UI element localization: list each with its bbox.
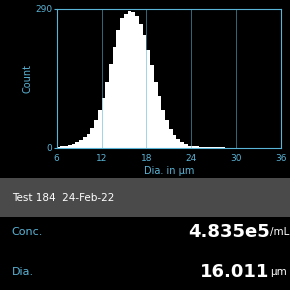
Text: 24: 24 <box>186 154 197 163</box>
Bar <box>210 147 214 148</box>
Bar <box>218 147 221 148</box>
Bar <box>206 147 210 148</box>
Bar <box>86 133 90 148</box>
Bar <box>79 140 83 148</box>
Bar <box>0 178 290 218</box>
Text: Conc.: Conc. <box>12 227 43 237</box>
Bar <box>165 120 169 148</box>
Bar <box>135 16 139 148</box>
Bar <box>139 24 143 148</box>
Bar <box>72 144 75 148</box>
Text: 6: 6 <box>54 154 59 163</box>
Bar <box>117 30 120 148</box>
Bar <box>90 128 94 148</box>
Bar <box>221 147 225 148</box>
Bar <box>203 147 206 148</box>
Bar <box>94 120 98 148</box>
Bar <box>195 146 199 148</box>
Text: 36: 36 <box>276 154 287 163</box>
Bar <box>191 146 195 148</box>
Bar <box>120 18 124 148</box>
Bar <box>150 65 154 148</box>
Bar <box>154 82 158 148</box>
Bar <box>105 82 109 148</box>
Bar <box>162 110 165 148</box>
Bar <box>83 137 86 148</box>
Text: Dia.: Dia. <box>12 267 34 277</box>
Bar <box>180 142 184 148</box>
Bar <box>158 96 162 148</box>
Bar <box>68 144 72 148</box>
Bar <box>60 146 64 148</box>
Bar <box>128 11 131 148</box>
Text: 30: 30 <box>231 154 242 163</box>
Y-axis label: Count: Count <box>23 64 32 93</box>
Text: Dia. in μm: Dia. in μm <box>144 166 194 175</box>
Text: 4.835e5: 4.835e5 <box>188 223 270 241</box>
Bar <box>124 14 128 148</box>
Bar <box>146 50 150 148</box>
Text: 12: 12 <box>96 154 107 163</box>
Text: /mL: /mL <box>270 227 289 237</box>
Bar <box>184 144 188 148</box>
Bar <box>131 12 135 148</box>
Bar <box>109 64 113 148</box>
Bar <box>113 47 117 148</box>
Bar <box>143 35 146 148</box>
Text: μm: μm <box>270 267 287 277</box>
Bar <box>214 147 218 148</box>
Bar <box>64 146 68 148</box>
Bar <box>75 142 79 148</box>
Bar <box>98 110 101 148</box>
Bar <box>57 147 60 148</box>
Bar <box>169 129 173 148</box>
Bar <box>102 97 105 148</box>
Text: Test 184  24-Feb-22: Test 184 24-Feb-22 <box>12 193 114 203</box>
Bar <box>199 147 203 148</box>
Text: 18: 18 <box>141 154 152 163</box>
Bar <box>173 135 176 148</box>
Bar <box>188 146 191 148</box>
Text: 16.011: 16.011 <box>200 263 270 281</box>
Bar <box>176 139 180 148</box>
